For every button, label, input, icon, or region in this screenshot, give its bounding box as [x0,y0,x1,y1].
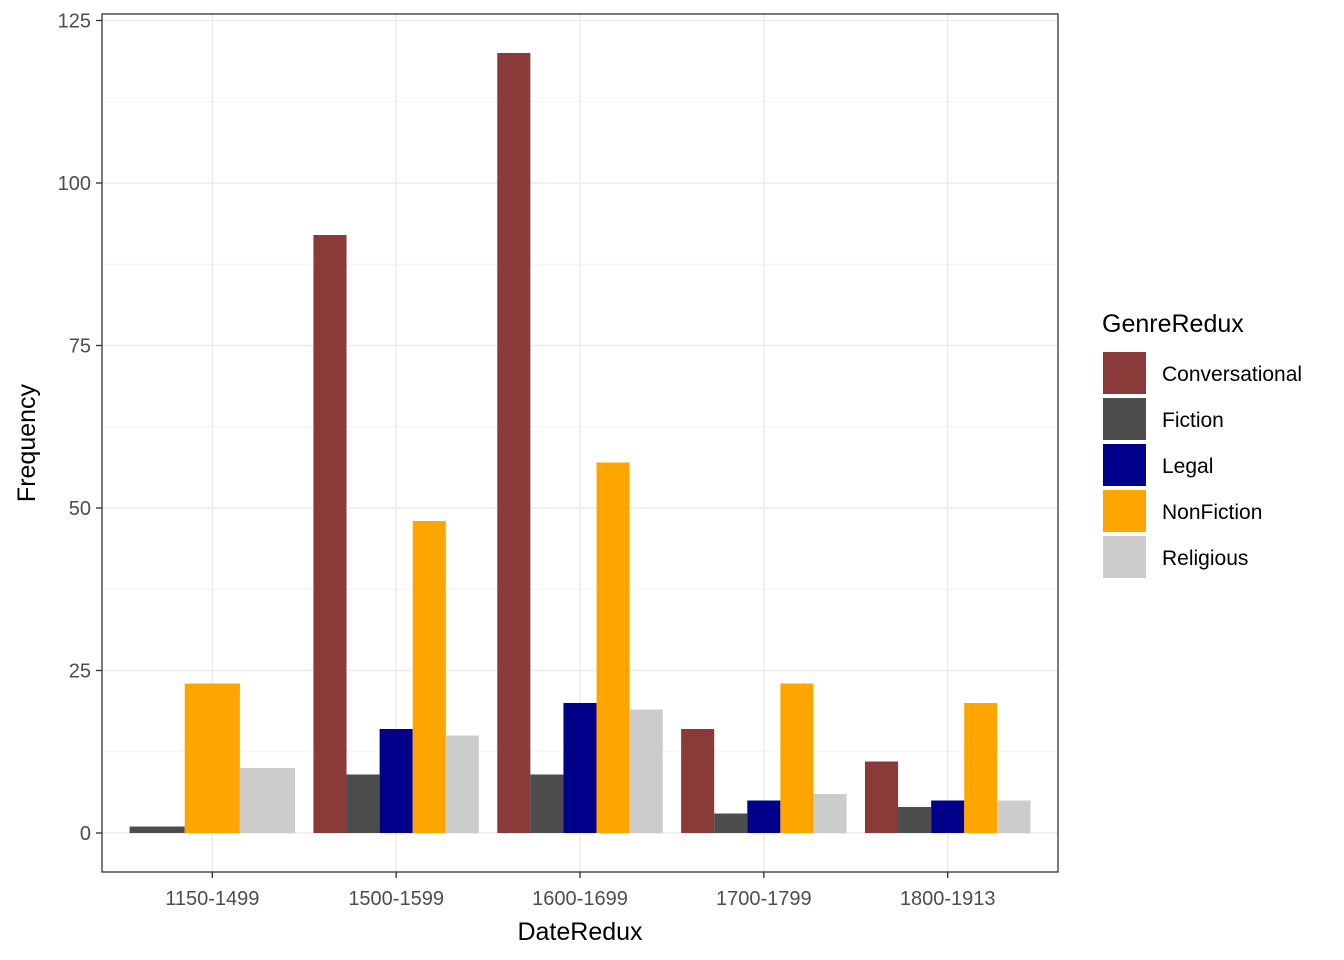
legend-label-legal: Legal [1162,455,1213,478]
bar-legal-1700-1799 [747,800,781,833]
bar-fiction-1600-1699 [530,774,564,833]
bar-religious-1500-1599 [445,735,479,833]
bar-nonfiction-1600-1699 [596,462,630,833]
bar-fiction-1700-1799 [714,813,748,833]
bar-fiction-1150-1499 [129,826,185,833]
bars [129,53,1031,833]
bar-conversational-1600-1699 [497,53,531,833]
bar-fiction-1800-1913 [898,807,932,833]
bar-legal-1500-1599 [379,729,413,833]
y-tick-label: 0 [80,823,91,845]
bar-conversational-1700-1799 [681,729,715,833]
axes: 0 25 50 75 100 125 1150-1499 1500-1599 1600-1699… [58,11,996,911]
legend: GenreRedux Conversational Fiction Legal Non… [1102,310,1302,578]
legend-label-fiction: Fiction [1162,409,1224,432]
x-tick-label: 1150-1499 [165,888,259,910]
legend-key-nonfiction [1103,490,1146,532]
y-tick-label: 100 [58,173,91,195]
bar-legal-1600-1699 [563,703,597,833]
x-tick-label: 1800-1913 [900,888,996,910]
bar-religious-1800-1913 [997,800,1031,833]
bar-nonfiction-1800-1913 [964,703,998,833]
legend-label-nonfiction: NonFiction [1162,501,1262,524]
legend-key-fiction [1103,398,1146,440]
bar-nonfiction-1500-1599 [412,521,446,833]
bar-religious-1600-1699 [629,709,663,833]
bar-nonfiction-1150-1499 [184,683,240,833]
bar-religious-1150-1499 [239,768,296,833]
bar-nonfiction-1700-1799 [780,683,814,833]
y-axis-title: Frequency [13,383,41,502]
grid-lines [102,14,1058,872]
x-axis-title: DateRedux [517,918,643,946]
y-tick-label: 125 [58,11,91,33]
legend-key-legal [1103,444,1146,486]
bar-conversational-1800-1913 [864,761,899,833]
legend-key-religious [1103,536,1146,578]
legend-key-conversational [1103,352,1146,394]
y-tick-label: 25 [69,661,91,683]
legend-label-conversational: Conversational [1162,363,1302,386]
x-tick-label: 1600-1699 [532,888,628,910]
bar-conversational-1500-1599 [313,235,347,833]
bar-religious-1700-1799 [813,794,847,833]
bar-fiction-1500-1599 [346,774,380,833]
bar-legal-1800-1913 [931,800,965,833]
y-tick-label: 50 [69,498,91,520]
legend-label-religious: Religious [1162,547,1248,570]
x-tick-label: 1500-1599 [348,888,444,910]
x-tick-label: 1700-1799 [716,888,812,910]
y-tick-label: 75 [69,336,91,358]
legend-title: GenreRedux [1102,310,1244,338]
